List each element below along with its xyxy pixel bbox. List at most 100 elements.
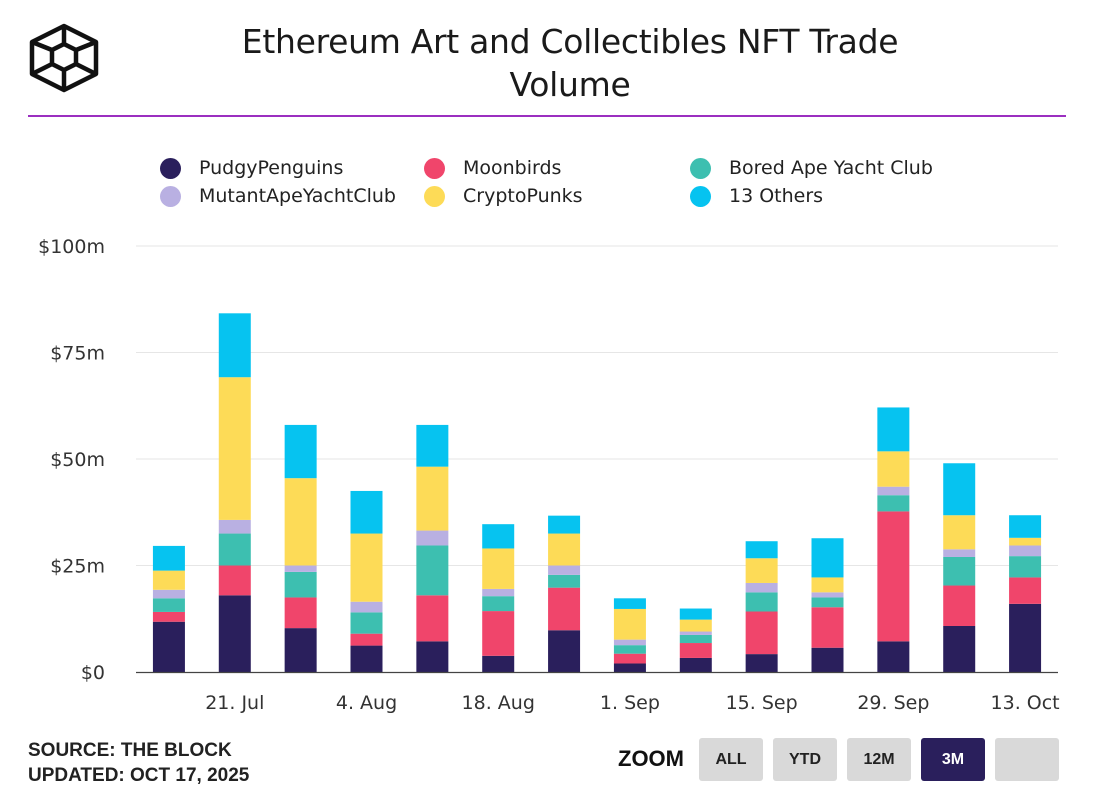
bar-segment[interactable] [1009,577,1042,604]
zoom-ytd-button[interactable]: YTD [773,738,837,781]
bar-segment[interactable] [943,515,976,550]
bar-segment[interactable] [613,653,646,664]
bar-segment[interactable] [1009,603,1042,672]
bar-segment[interactable] [811,538,844,578]
bar-segment[interactable] [679,657,712,672]
bar-segment[interactable] [482,548,515,589]
bar-segment[interactable] [218,595,251,672]
bar-segment[interactable] [745,611,778,655]
legend-item[interactable]: MutantApeYachtClub [160,185,396,207]
bar-segment[interactable] [350,601,383,613]
bar-segment[interactable] [416,595,449,642]
bar-segment[interactable] [482,611,515,656]
bar-segment[interactable] [218,313,251,378]
bar-segment[interactable] [877,641,910,672]
bar-segment[interactable] [613,608,646,640]
legend-item[interactable]: CryptoPunks [424,185,583,207]
title-divider [28,115,1066,117]
bar-segment[interactable] [1009,537,1042,546]
bar-segment[interactable] [152,621,185,672]
bar-segment[interactable] [745,558,778,583]
bar-segment[interactable] [679,634,712,644]
footer-credits: SOURCE: THE BLOCK UPDATED: OCT 17, 2025 [28,738,249,788]
bar-segment[interactable] [218,565,251,596]
bar-segment[interactable] [877,495,910,512]
bar-segment[interactable] [811,597,844,608]
bar-segment[interactable] [284,565,317,572]
bar-segment[interactable] [943,556,976,586]
bar-segment[interactable] [416,641,449,672]
bar-segment[interactable] [1009,515,1042,538]
bar-segment[interactable] [811,592,844,598]
bar-segment[interactable] [745,582,778,593]
bar-segment[interactable] [1009,545,1042,557]
bar-segment[interactable] [943,549,976,557]
zoom-extra-button[interactable] [995,738,1059,781]
bar-segment[interactable] [350,645,383,672]
legend-item[interactable]: Bored Ape Yacht Club [690,157,933,179]
bar-segment[interactable] [877,486,910,496]
bar-segment[interactable] [548,533,581,566]
bar-segment[interactable] [416,466,449,531]
legend-item[interactable]: PudgyPenguins [160,157,343,179]
bar-segment[interactable] [679,643,712,658]
bar-segment[interactable] [284,597,317,629]
x-tick-label: 21. Jul [205,692,264,714]
bar-segment[interactable] [548,515,581,534]
bar-segment[interactable] [943,463,976,516]
zoom-all-button[interactable]: ALL [699,738,763,781]
bar-segment[interactable] [152,611,185,622]
bar-segment[interactable] [482,588,515,597]
bar-segment[interactable] [482,596,515,612]
bar-segment[interactable] [811,607,844,648]
bar-segment[interactable] [548,587,581,631]
bar-segment[interactable] [745,654,778,672]
bar-segment[interactable] [350,533,383,602]
bar-segment[interactable] [1009,556,1042,578]
bar-segment[interactable] [745,541,778,559]
bar-segment[interactable] [350,612,383,634]
bar-segment[interactable] [877,407,910,452]
bar-segment[interactable] [218,377,251,520]
bar-segment[interactable] [152,570,185,590]
bar-segment[interactable] [416,545,449,596]
zoom-3m-button[interactable]: 3M [921,738,985,781]
bar-segment[interactable] [548,630,581,672]
bar-segment[interactable] [416,530,449,546]
bar-segment[interactable] [943,585,976,626]
bar-segment[interactable] [745,592,778,612]
bar-segment[interactable] [613,645,646,654]
bar-segment[interactable] [218,533,251,566]
bar-segment[interactable] [350,490,383,534]
bar-segment[interactable] [811,577,844,593]
bar-segment[interactable] [284,424,317,479]
bar-segment[interactable] [350,633,383,646]
bar-segment[interactable] [152,598,185,612]
bar-stack [877,407,910,672]
bar-segment[interactable] [482,655,515,672]
bar-segment[interactable] [943,625,976,672]
zoom-12m-button[interactable]: 12M [847,738,911,781]
bar-segment[interactable] [284,571,317,598]
bar-segment[interactable] [284,478,317,566]
bar-segment[interactable] [482,524,515,549]
x-tick-label: 15. Sep [726,692,798,714]
bar-segment[interactable] [613,598,646,609]
bar-segment[interactable] [679,631,712,635]
bar-segment[interactable] [284,628,317,672]
bar-segment[interactable] [877,511,910,642]
bar-segment[interactable] [613,663,646,672]
bar-segment[interactable] [152,545,185,571]
bar-segment[interactable] [548,565,581,575]
legend-item[interactable]: 13 Others [690,185,823,207]
bar-segment[interactable] [679,608,712,620]
bar-segment[interactable] [218,519,251,534]
bar-segment[interactable] [679,619,712,632]
bar-segment[interactable] [416,424,449,467]
bar-segment[interactable] [613,639,646,646]
bar-segment[interactable] [548,574,581,588]
bar-segment[interactable] [811,647,844,672]
legend-item[interactable]: Moonbirds [424,157,561,179]
bar-segment[interactable] [152,589,185,599]
bar-segment[interactable] [877,451,910,487]
